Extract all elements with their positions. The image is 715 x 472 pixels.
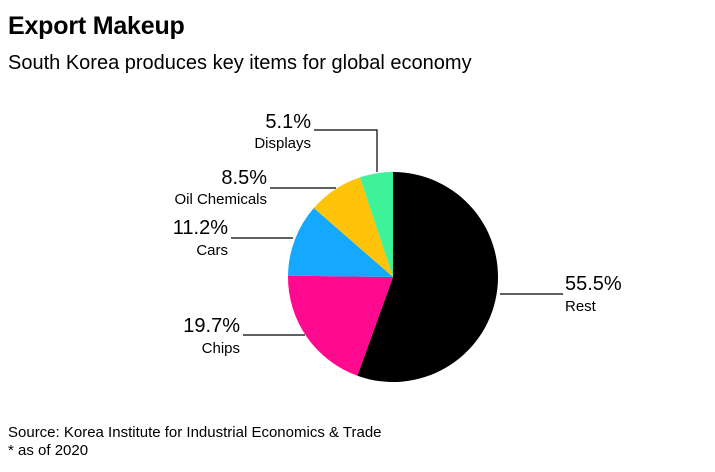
pie-slice-cars bbox=[288, 208, 393, 277]
category-label-rest: Rest bbox=[565, 298, 597, 315]
value-label-rest: 55.5% bbox=[565, 273, 622, 295]
value-label-displays: 5.1% bbox=[265, 111, 311, 133]
value-label-cars: 11.2% bbox=[173, 217, 228, 239]
pie-slice-oil-chemicals bbox=[313, 177, 393, 277]
footnote: * as of 2020 bbox=[8, 442, 89, 459]
pie-slice-chips bbox=[288, 275, 393, 376]
leader-line-displays bbox=[314, 129, 378, 172]
chart-subtitle: South Korea produces key items for globa… bbox=[8, 52, 472, 74]
chart-title: Export Makeup bbox=[8, 12, 185, 40]
category-label-chips: Chips bbox=[202, 340, 240, 357]
category-label-oil-chemicals: Oil Chemicals bbox=[174, 191, 267, 208]
value-label-chips: 19.7% bbox=[183, 315, 240, 337]
category-label-displays: Displays bbox=[254, 135, 311, 152]
source-note: Source: Korea Institute for Industrial E… bbox=[8, 424, 382, 441]
category-label-cars: Cars bbox=[196, 242, 228, 259]
pie-slice-displays bbox=[359, 172, 393, 277]
pie-slice-rest bbox=[357, 172, 499, 382]
value-label-oil-chemicals: 8.5% bbox=[221, 167, 267, 189]
